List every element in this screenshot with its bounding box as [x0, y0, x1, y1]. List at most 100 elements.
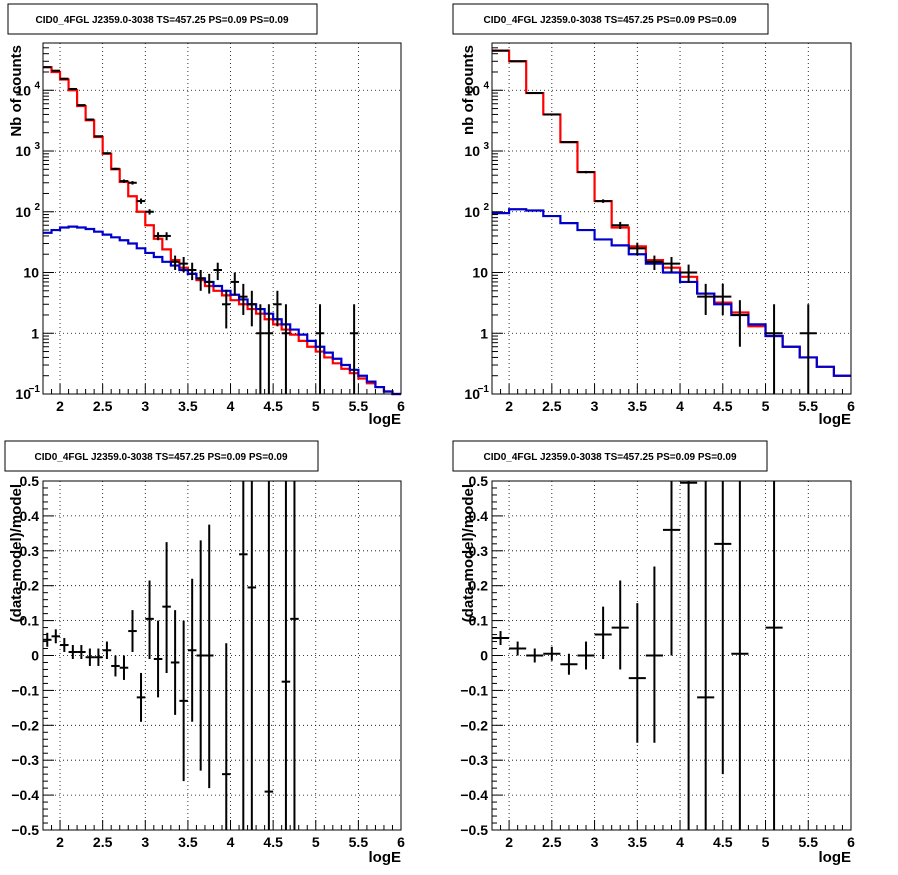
data-point [43, 66, 52, 69]
y-tick-label: −0.4 [460, 787, 488, 803]
y-tick-label: 0.1 [469, 613, 489, 629]
data-point [731, 481, 749, 830]
y-tick-exponent: 3 [34, 141, 40, 152]
x-tick-label: 6 [847, 834, 855, 850]
x-tick-label: 5.5 [349, 398, 369, 414]
data-point [162, 542, 171, 673]
plot-area [43, 481, 299, 830]
data-point [128, 181, 137, 185]
y-tick-label: 10 [472, 265, 488, 281]
data-point [697, 481, 715, 830]
x-tick-label: 4 [227, 834, 235, 850]
y-tick-label: −0.2 [11, 717, 39, 733]
x-tick-label: 6 [847, 398, 855, 414]
data-point [179, 257, 188, 273]
title-box [452, 3, 769, 35]
data-point [68, 645, 78, 659]
data-point [765, 481, 783, 830]
frame [42, 42, 402, 395]
y-tick-label: 0.5 [20, 473, 40, 489]
data-point [204, 273, 214, 294]
x-tick-label: 3.5 [178, 398, 198, 414]
data-point [136, 198, 146, 204]
data-point [187, 578, 197, 722]
x-tick-label: 5.5 [799, 398, 819, 414]
panel-title: CID0_4FGL J2359.0-3038 TS=457.25 PS=0.09… [34, 452, 287, 463]
data-point [697, 283, 715, 315]
data-point [222, 289, 231, 329]
x-tick-label: 3 [591, 398, 599, 414]
x-axis-label: logE [369, 411, 402, 428]
panel-title: CID0_4FGL J2359.0-3038 TS=457.25 PS=0.09… [483, 15, 736, 26]
series-line-source-model [492, 208, 851, 377]
x-tick-label: 6 [397, 834, 405, 850]
series-line-total-model [492, 49, 851, 377]
data-point [526, 648, 544, 663]
y-tick-exponent: −1 [29, 384, 41, 395]
grid [43, 481, 401, 830]
x-tick-label: 5.5 [799, 834, 819, 850]
x-tick-label: 4.5 [263, 834, 283, 850]
data-point [102, 641, 112, 659]
data-point [577, 170, 595, 174]
x-tick-label: 3 [141, 398, 149, 414]
x-tick-label: 5 [762, 834, 770, 850]
y-tick-label: −0.1 [11, 682, 39, 698]
data-point [273, 290, 282, 327]
x-tick-label: 4 [227, 398, 235, 414]
data-point [509, 60, 527, 63]
y-tick-label: 10 [15, 386, 31, 402]
data-point [611, 580, 629, 670]
plot-area [492, 49, 851, 394]
data-point [94, 648, 103, 666]
data-point [136, 672, 146, 722]
y-tick-label: −0.4 [11, 787, 39, 803]
data-point [247, 481, 257, 830]
y-tick-label: 10 [15, 82, 31, 98]
x-tick-label: 5 [312, 398, 320, 414]
y-tick-label: 10 [464, 82, 480, 98]
data-point [714, 481, 732, 775]
data-point [714, 283, 732, 315]
data-point [239, 481, 248, 830]
data-point [213, 262, 222, 281]
grid [492, 43, 851, 394]
y-tick-label: 0.2 [20, 578, 40, 594]
x-tick-label: 2.5 [93, 398, 113, 414]
data-point [349, 304, 359, 394]
y-tick-label: 0.3 [20, 543, 40, 559]
data-point [543, 113, 561, 116]
x-tick-label: 2.5 [93, 834, 113, 850]
data-point [680, 481, 698, 830]
data-point [526, 92, 544, 95]
data-point [731, 300, 749, 347]
data-point [239, 283, 248, 315]
y-tick-label: 0.4 [20, 508, 40, 524]
data-point [492, 49, 510, 52]
y-tick-label: −0.2 [460, 717, 488, 733]
y-tick-label: −0.3 [460, 752, 488, 768]
data-point [560, 653, 578, 675]
data-point [577, 641, 595, 670]
x-tick-label: 4 [676, 834, 684, 850]
title-box [452, 440, 768, 472]
data-point [264, 481, 274, 830]
y-tick-label: 10 [23, 265, 39, 281]
y-tick-exponent: 2 [34, 202, 40, 213]
y-tick-exponent: 4 [34, 80, 40, 91]
panel-top-right: CID0_4FGL J2359.0-3038 TS=457.25 PS=0.09… [452, 3, 855, 428]
y-tick-label: −0.5 [460, 822, 488, 838]
data-point [799, 304, 817, 394]
panel-bottom-left: CID0_4FGL J2359.0-3038 TS=457.25 PS=0.09… [4, 440, 405, 866]
panel-bottom-right: CID0_4FGL J2359.0-3038 TS=457.25 PS=0.09… [452, 440, 855, 866]
y-axis-label: nb of counts [460, 45, 477, 135]
y-tick-label: −0.1 [460, 682, 488, 698]
axes: 2 2.5 3 3.5 4 4.5 5 5.5 6 −0.5 −0.4 −0.3 −0.2 −0.1 0 0.… [11, 473, 405, 850]
data-point [290, 481, 299, 830]
data-point [628, 603, 646, 743]
data-point [111, 655, 120, 677]
data-point [315, 304, 325, 394]
data-point [60, 77, 69, 80]
